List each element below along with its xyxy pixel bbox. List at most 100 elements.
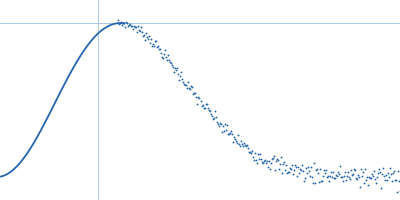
Point	[282, 163, 289, 166]
Point	[395, 169, 400, 173]
Point	[392, 179, 398, 182]
Point	[282, 169, 288, 172]
Point	[169, 64, 176, 67]
Point	[115, 18, 122, 22]
Point	[136, 28, 142, 31]
Point	[213, 121, 220, 124]
Point	[258, 161, 265, 164]
Point	[266, 168, 273, 171]
Point	[290, 172, 296, 175]
Point	[334, 175, 340, 178]
Point	[196, 96, 203, 99]
Point	[165, 53, 172, 56]
Point	[270, 154, 277, 157]
Point	[248, 149, 255, 152]
Point	[148, 37, 154, 40]
Point	[159, 55, 166, 58]
Point	[325, 174, 331, 177]
Point	[155, 44, 162, 47]
Point	[389, 180, 395, 183]
Point	[320, 174, 326, 178]
Point	[214, 122, 221, 125]
Point	[330, 171, 336, 174]
Point	[182, 84, 189, 87]
Point	[312, 181, 318, 185]
Point	[260, 159, 267, 162]
Point	[355, 173, 361, 176]
Point	[369, 172, 375, 176]
Point	[158, 51, 165, 55]
Point	[123, 20, 130, 23]
Point	[203, 103, 210, 106]
Point	[310, 182, 316, 185]
Point	[230, 136, 237, 139]
Point	[229, 140, 236, 143]
Point	[238, 143, 245, 146]
Point	[343, 178, 349, 182]
Point	[363, 178, 369, 182]
Point	[280, 163, 286, 166]
Point	[362, 167, 368, 170]
Point	[264, 166, 271, 169]
Point	[374, 175, 380, 178]
Point	[359, 175, 365, 178]
Point	[352, 168, 358, 171]
Point	[312, 169, 319, 172]
Point	[288, 163, 295, 166]
Point	[186, 87, 193, 90]
Point	[288, 168, 294, 171]
Point	[223, 124, 230, 127]
Point	[142, 38, 148, 41]
Point	[268, 161, 274, 164]
Point	[162, 49, 169, 52]
Point	[366, 176, 372, 179]
Point	[228, 133, 235, 136]
Point	[153, 39, 160, 43]
Point	[356, 175, 362, 179]
Point	[341, 174, 347, 177]
Point	[345, 170, 351, 173]
Point	[367, 176, 373, 179]
Point	[188, 84, 195, 88]
Point	[337, 164, 343, 168]
Point	[284, 170, 291, 173]
Point	[378, 186, 384, 189]
Point	[216, 121, 223, 125]
Point	[193, 96, 200, 99]
Point	[262, 162, 269, 165]
Point	[248, 152, 254, 155]
Point	[347, 177, 353, 180]
Point	[200, 106, 207, 109]
Point	[377, 170, 383, 173]
Point	[310, 161, 317, 164]
Point	[224, 133, 231, 136]
Point	[264, 160, 270, 163]
Point	[227, 130, 234, 133]
Point	[185, 80, 192, 83]
Point	[161, 52, 168, 55]
Point	[201, 106, 208, 110]
Point	[346, 175, 352, 178]
Point	[394, 190, 400, 193]
Point	[212, 115, 219, 119]
Point	[209, 117, 216, 120]
Point	[296, 171, 302, 174]
Point	[246, 151, 252, 154]
Point	[181, 83, 188, 86]
Point	[316, 167, 323, 170]
Point	[333, 173, 339, 177]
Point	[163, 55, 170, 58]
Point	[314, 171, 321, 174]
Point	[118, 21, 124, 24]
Point	[331, 177, 337, 180]
Point	[134, 30, 140, 33]
Point	[122, 25, 128, 29]
Point	[160, 57, 167, 60]
Point	[319, 179, 325, 183]
Point	[351, 168, 357, 171]
Point	[290, 168, 297, 172]
Point	[206, 109, 213, 112]
Point	[244, 146, 251, 150]
Point	[326, 179, 332, 182]
Point	[178, 70, 185, 74]
